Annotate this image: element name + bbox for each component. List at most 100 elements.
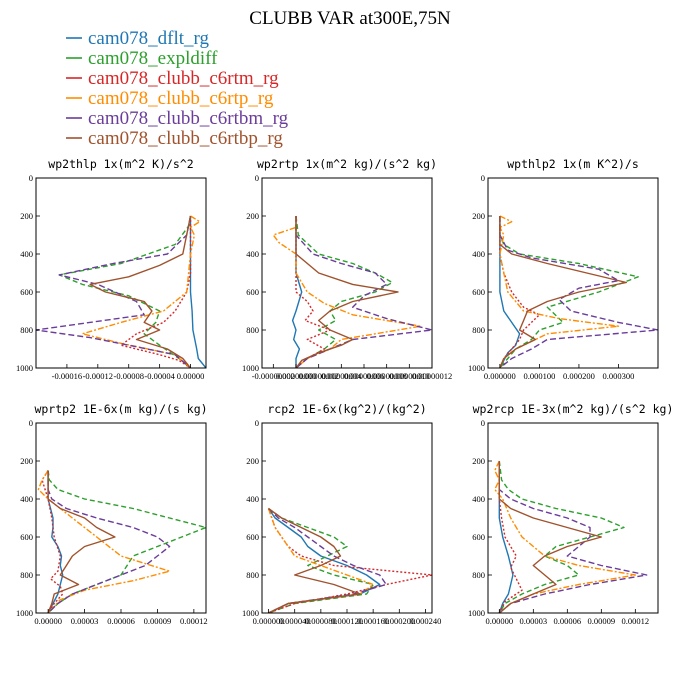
series-line [498,461,602,613]
panel-title: rcp2 1E-6x(kg^2)/(kg^2) [267,402,426,416]
y-tick-label: 0 [29,173,33,183]
y-tick-label: 1000 [16,363,33,373]
plot-frame [487,177,659,369]
x-tick-label: -0.00004 [144,371,175,381]
series-line [267,508,374,613]
y-tick-label: 600 [20,287,33,297]
x-tick-label: 0.00009 [588,616,616,626]
y-tick-label: 400 [472,249,485,259]
y-tick-label: 1000 [468,608,485,618]
series-line [268,507,387,613]
series-line [47,470,116,613]
y-tick-label: 0 [29,418,33,428]
y-tick-label: 0 [255,173,259,183]
plot-frame [261,177,433,369]
legend-entry: cam078_clubb_c6rtm_rg [88,68,279,89]
series-line [36,215,192,368]
y-tick-label: 200 [472,456,485,466]
x-tick-label: 0.00000012 [412,371,452,381]
series-line [295,216,399,368]
x-tick-label: 0.00000010 [389,371,429,381]
y-tick-label: 0 [481,418,485,428]
plot-frame [35,422,207,614]
y-tick-label: 1000 [242,608,259,618]
legend-entry: cam078_clubb_c6rtp_rg [88,88,274,109]
x-tick-label: 0.00009 [144,616,172,626]
x-tick-label: -0.00012 [83,371,113,381]
y-tick-label: 600 [472,287,485,297]
series-line [291,216,303,368]
y-tick-label: 1000 [468,363,485,373]
x-tick-label: -0.00016 [52,371,82,381]
x-tick-label: 0.000200 [383,616,415,626]
panels: wp2thlp 1x(m^2 K)/s^2 0 200 400 600 800 1000 -0… [16,157,673,626]
y-tick-label: 600 [246,532,259,542]
series-line [498,461,648,613]
chart-panel: wpthlp2 1x(m K^2)/s020040060080010000.00… [468,157,659,381]
panel-title: wpthlp2 1x(m K^2)/s [507,157,639,171]
series-line [499,215,620,368]
y-tick-label: 400 [246,494,259,504]
x-tick-label: 0.000000 [484,371,516,381]
y-tick-label: 400 [472,494,485,504]
x-tick-label: 0.00000002 [298,371,338,381]
x-tick-label: 0.000080 [305,616,337,626]
plot-frame [35,177,207,369]
y-tick-label: 800 [246,570,259,580]
x-tick-label: 0.00012 [180,616,208,626]
series-line [37,470,171,613]
y-tick-label: 0 [481,173,485,183]
series-line [58,215,192,368]
x-tick-label: 0.00000 [177,371,205,381]
y-tick-label: 800 [246,325,259,335]
y-tick-label: 1000 [16,608,33,618]
panel-title: wprtp2 1E-6x(m kg)/(s kg) [34,402,207,416]
panel-title: wp2thlp 1x(m^2 K)/s^2 [48,157,193,171]
y-tick-label: 200 [246,456,259,466]
series-line [498,461,514,613]
x-tick-label: 0.00000 [486,616,514,626]
x-tick-label: 0.00000004 [321,371,362,381]
legend-entry: cam078_expldiff [88,48,218,69]
x-tick-label: 0.00000008 [366,371,406,381]
series-line [189,216,206,368]
plot-frame [487,422,659,614]
x-tick-label: -0.00000002 [252,371,295,381]
panel-title: wp2rtp 1x(m^2 kg)/(s^2 kg) [257,157,437,171]
x-tick-label: 0.00000 [34,616,62,626]
x-tick-label: 0.000000 [253,616,285,626]
series-line [47,470,171,613]
chart-panel: wp2rcp 1E-3x(m^2 kg)/(s^2 kg) 0 200 400 600 8… [468,402,673,626]
x-tick-label: 0.00003 [520,616,548,626]
x-tick-label: 0.00000006 [344,371,384,381]
series-line [47,470,206,613]
chart-panel: wp2rtp 1x(m^2 kg)/(s^2 kg) 0 200 400 600 800 1… [242,157,452,381]
x-tick-label: 0.00000000 [276,371,316,381]
legend-entry: cam078_dflt_rg [88,28,210,49]
legend-entry: cam078_clubb_c6rtbp_rg [88,128,283,149]
series-line [499,216,628,368]
y-tick-label: 200 [20,211,33,221]
y-tick-label: 200 [472,211,485,221]
series-line [499,216,658,368]
y-tick-label: 800 [20,570,33,580]
series-line [41,470,64,613]
plot-frame [261,422,433,614]
x-tick-label: -0.00008 [113,371,143,381]
y-tick-label: 600 [472,532,485,542]
y-tick-label: 800 [472,325,485,335]
x-tick-label: 0.000100 [523,371,555,381]
y-tick-label: 0 [255,418,259,428]
series-line [499,216,541,368]
series-line [267,508,381,613]
x-tick-label: 0.000200 [563,371,595,381]
y-tick-label: 400 [20,249,33,259]
x-tick-label: 0.00003 [71,616,99,626]
series-line [89,215,192,368]
legend-entry: cam078_clubb_c6rtbm_rg [88,108,289,129]
y-tick-label: 400 [246,249,259,259]
x-tick-label: 0.000240 [410,616,442,626]
y-tick-label: 400 [20,494,33,504]
y-tick-label: 200 [246,211,259,221]
